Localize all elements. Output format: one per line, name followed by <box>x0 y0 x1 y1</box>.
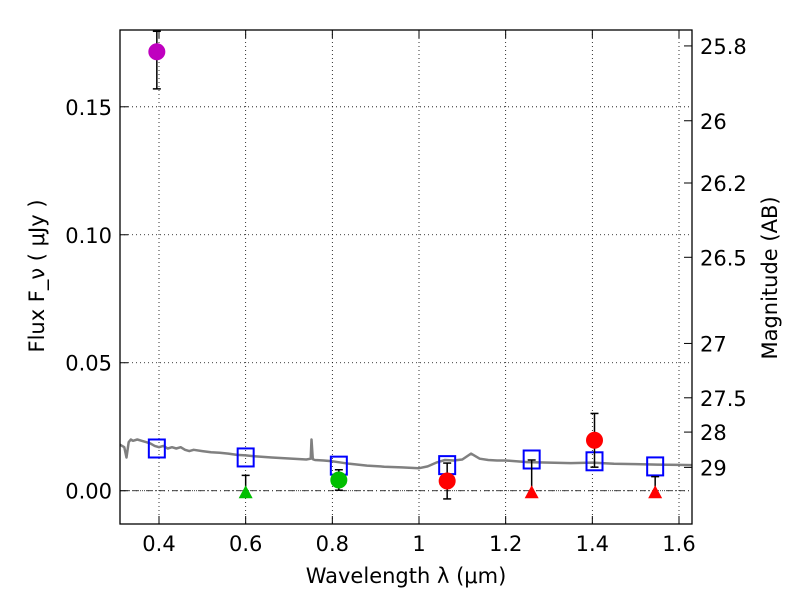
detection-point <box>586 431 603 449</box>
upper-limit-triangle <box>524 485 539 499</box>
y-tick-label: 0.15 <box>65 96 112 120</box>
upper-limit-triangle <box>238 485 253 499</box>
upper-limit-triangle <box>648 485 663 499</box>
mag-tick-label: 26.2 <box>700 172 747 196</box>
x-axis-label: Wavelength λ (μm) <box>306 564 507 588</box>
model-spectrum-layer <box>119 438 693 470</box>
detection-point <box>438 472 456 490</box>
model-photometry-square <box>147 438 166 459</box>
detection-point <box>148 43 166 61</box>
y-tick-label: 0.10 <box>65 224 112 248</box>
detection-point <box>330 471 348 489</box>
x-tick-label: 0.6 <box>229 532 262 556</box>
y-tick-label: 0.05 <box>65 352 112 376</box>
mag-tick-label: 27.5 <box>700 387 747 411</box>
x-tick-label: 1.2 <box>489 532 522 556</box>
mag-tick-label: 26 <box>700 110 727 134</box>
mag-tick-label: 29 <box>700 456 727 480</box>
y-tick-label: 0.00 <box>65 480 112 504</box>
model-photometry-square <box>646 456 665 477</box>
x-tick-label: 0.4 <box>142 532 175 556</box>
x-tick-label: 1 <box>412 532 425 556</box>
plot-frame <box>119 29 693 525</box>
grid-layer <box>120 30 692 524</box>
mag-tick-label: 27 <box>700 332 727 356</box>
model-spectrum-line <box>119 438 693 470</box>
x-tick-label: 1.6 <box>662 532 695 556</box>
mag-tick-label: 28 <box>700 421 727 445</box>
tick-layer: 0.4 0.6 0.8 1 1.2 1.4 1.6 0.00 0.05 0.10 0.15 25.8 2… <box>65 30 747 556</box>
model-photometry-square <box>236 447 255 468</box>
right-axis-label: Magnitude (AB) <box>758 196 782 359</box>
mag-tick-label: 26.5 <box>700 246 747 270</box>
mag-tick-label: 25.8 <box>700 35 747 59</box>
y-axis-label: Flux F_ν ( μJy ) <box>25 199 50 352</box>
x-tick-label: 1.4 <box>576 532 609 556</box>
marker-layer <box>147 30 665 500</box>
x-tick-label: 0.8 <box>316 532 349 556</box>
